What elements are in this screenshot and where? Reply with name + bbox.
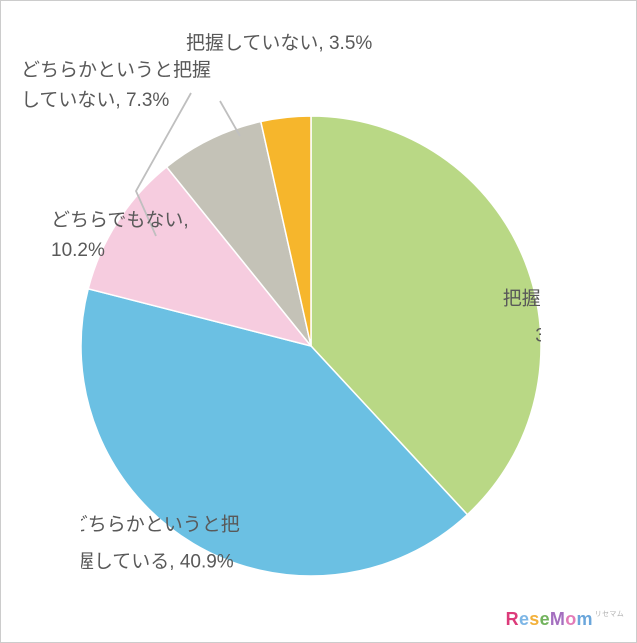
watermark-logo: ReseMomリセマム xyxy=(506,609,624,630)
slice-label-external: どちらかというと把握していない, 7.3% xyxy=(21,56,211,117)
pie-chart: 把握している,38.1%どちらかというと把握している, 40.9% xyxy=(81,116,541,576)
chart-frame: 把握している,38.1%どちらかというと把握している, 40.9% どちらでもな… xyxy=(0,0,637,643)
slice-label-external: 把握していない, 3.5% xyxy=(186,29,372,59)
slice-label-external: どちらでもない,10.2% xyxy=(51,206,189,267)
